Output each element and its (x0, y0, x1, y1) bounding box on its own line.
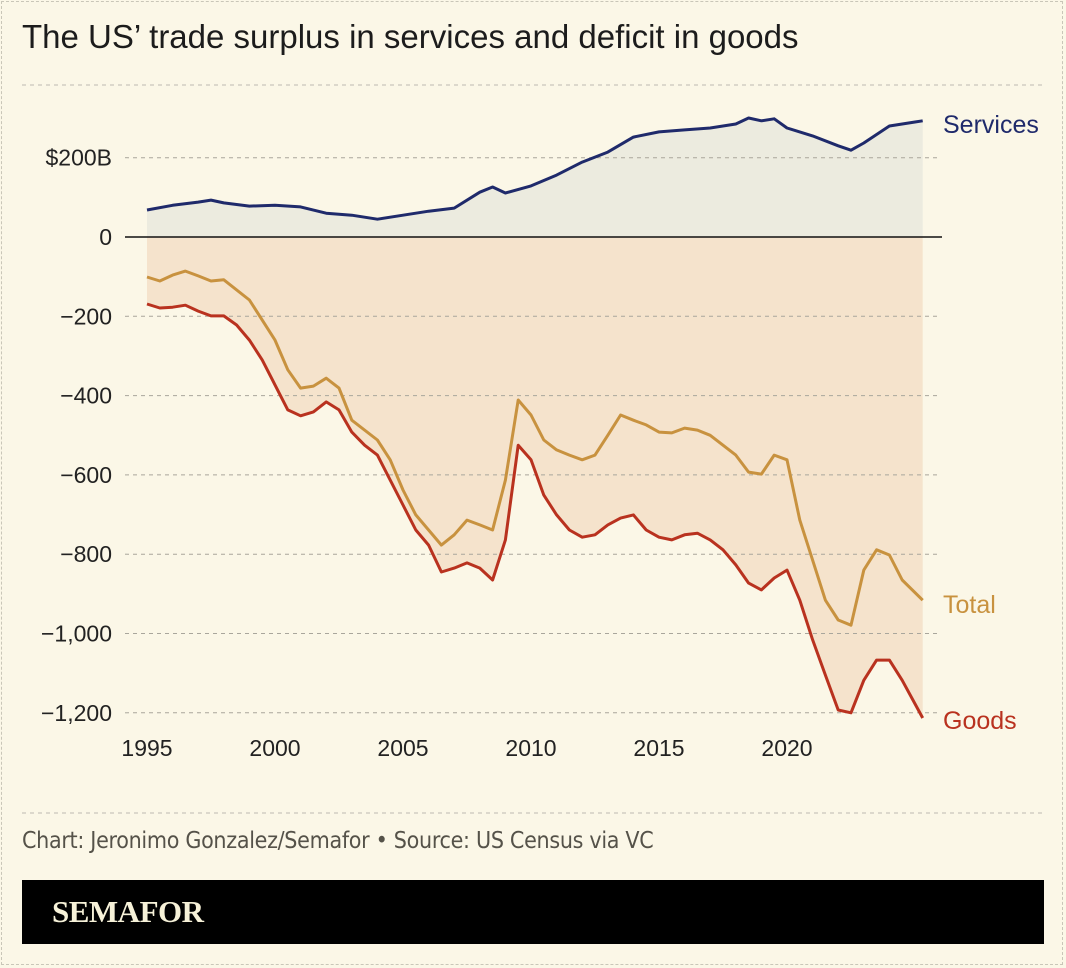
x-tick-label: 2010 (505, 735, 556, 761)
services-line (146, 116, 923, 221)
y-tick-label: −1,000 (41, 621, 112, 647)
services-area (147, 118, 923, 237)
y-tick-label: −400 (60, 383, 112, 409)
y-tick-label: −200 (60, 303, 112, 329)
y-tick-label: −1,200 (41, 700, 112, 726)
semafor-logo: SEMAFOR (52, 894, 204, 929)
y-tick-label: 0 (99, 224, 112, 250)
services-label: Services (943, 111, 1039, 139)
goods-label: Goods (943, 707, 1017, 735)
x-tick-label: 2005 (377, 735, 428, 761)
deficit-area (147, 237, 923, 718)
x-tick-label: 2015 (633, 735, 684, 761)
x-tick-label: 2000 (249, 735, 300, 761)
x-tick-label: 1995 (121, 735, 172, 761)
chart-title: The US’ trade surplus in services and de… (22, 18, 799, 55)
x-tick-label: 2020 (761, 735, 812, 761)
total-label: Total (943, 591, 996, 619)
total-line (146, 269, 924, 627)
y-tick-label: $200B (45, 145, 112, 171)
chart-credit: Chart: Jeronimo Gonzalez/Semafor • Sourc… (22, 828, 654, 854)
y-tick-label: −600 (60, 462, 112, 488)
y-tick-label: −800 (60, 541, 112, 567)
goods-line (146, 302, 925, 719)
brand-bar: SEMAFOR (22, 880, 1044, 944)
